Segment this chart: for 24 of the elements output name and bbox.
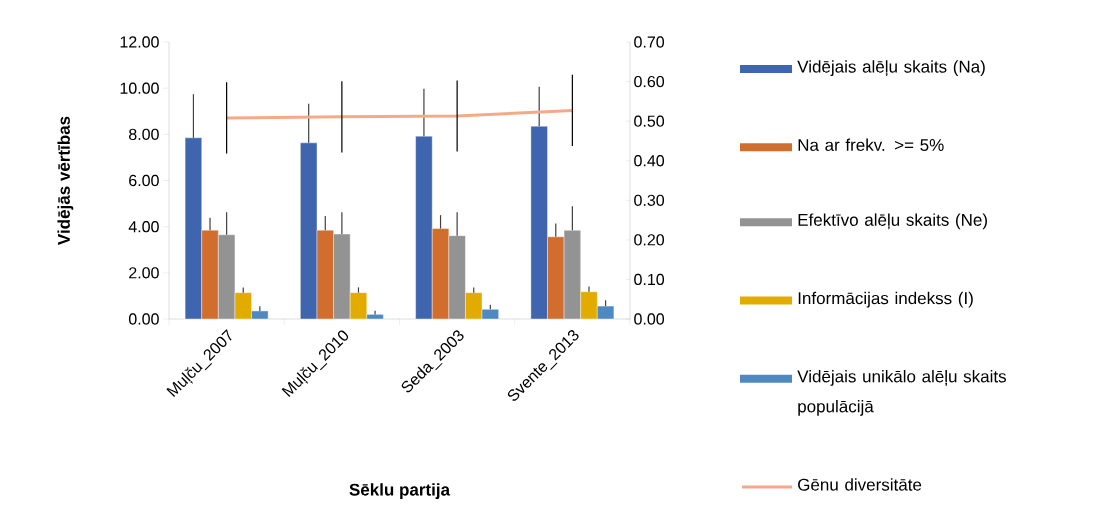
y-tick-label: 6.00	[129, 174, 159, 187]
y2-tick-label: 0.40	[634, 155, 665, 167]
legend-label: Efektīvo alēļu skaits (Ne)	[798, 213, 987, 230]
legend-label: Informācijas indekss (I)	[798, 291, 973, 308]
x-axis-title: Sēklu partija	[349, 483, 451, 500]
legend-label: Na ar frekv. >= 5%	[798, 138, 944, 152]
y2-tick-label: 0.60	[634, 75, 665, 88]
y-tick-label: 10.00	[120, 82, 159, 94]
y2-tick-label: 0.70	[634, 36, 665, 48]
legend-label: Gēnu diversitāte	[798, 478, 922, 491]
y-axis-title: Vidējās vērtības	[57, 116, 74, 245]
legend-label: Vidējais unikālo alēļu skaits populācijā	[797, 369, 1007, 416]
y2-tick-label: 0.30	[634, 194, 665, 206]
y2-tick-label: 0.10	[634, 273, 665, 286]
y-tick-label: 8.00	[129, 128, 159, 140]
legend-label: Vidējais alēļu skaits (Na)	[797, 60, 985, 77]
y-tick-label: 4.00	[128, 221, 159, 233]
y-tick-label: 2.00	[129, 267, 159, 279]
y-tick-label: 0.00	[128, 313, 159, 325]
y-tick-label: 12.00	[120, 36, 159, 48]
line-series	[225, 108, 574, 120]
y2-tick-label: 0.00	[634, 313, 665, 325]
y2-tick-label: 0.20	[634, 234, 665, 246]
y2-tick-label: 0.50	[634, 115, 665, 127]
